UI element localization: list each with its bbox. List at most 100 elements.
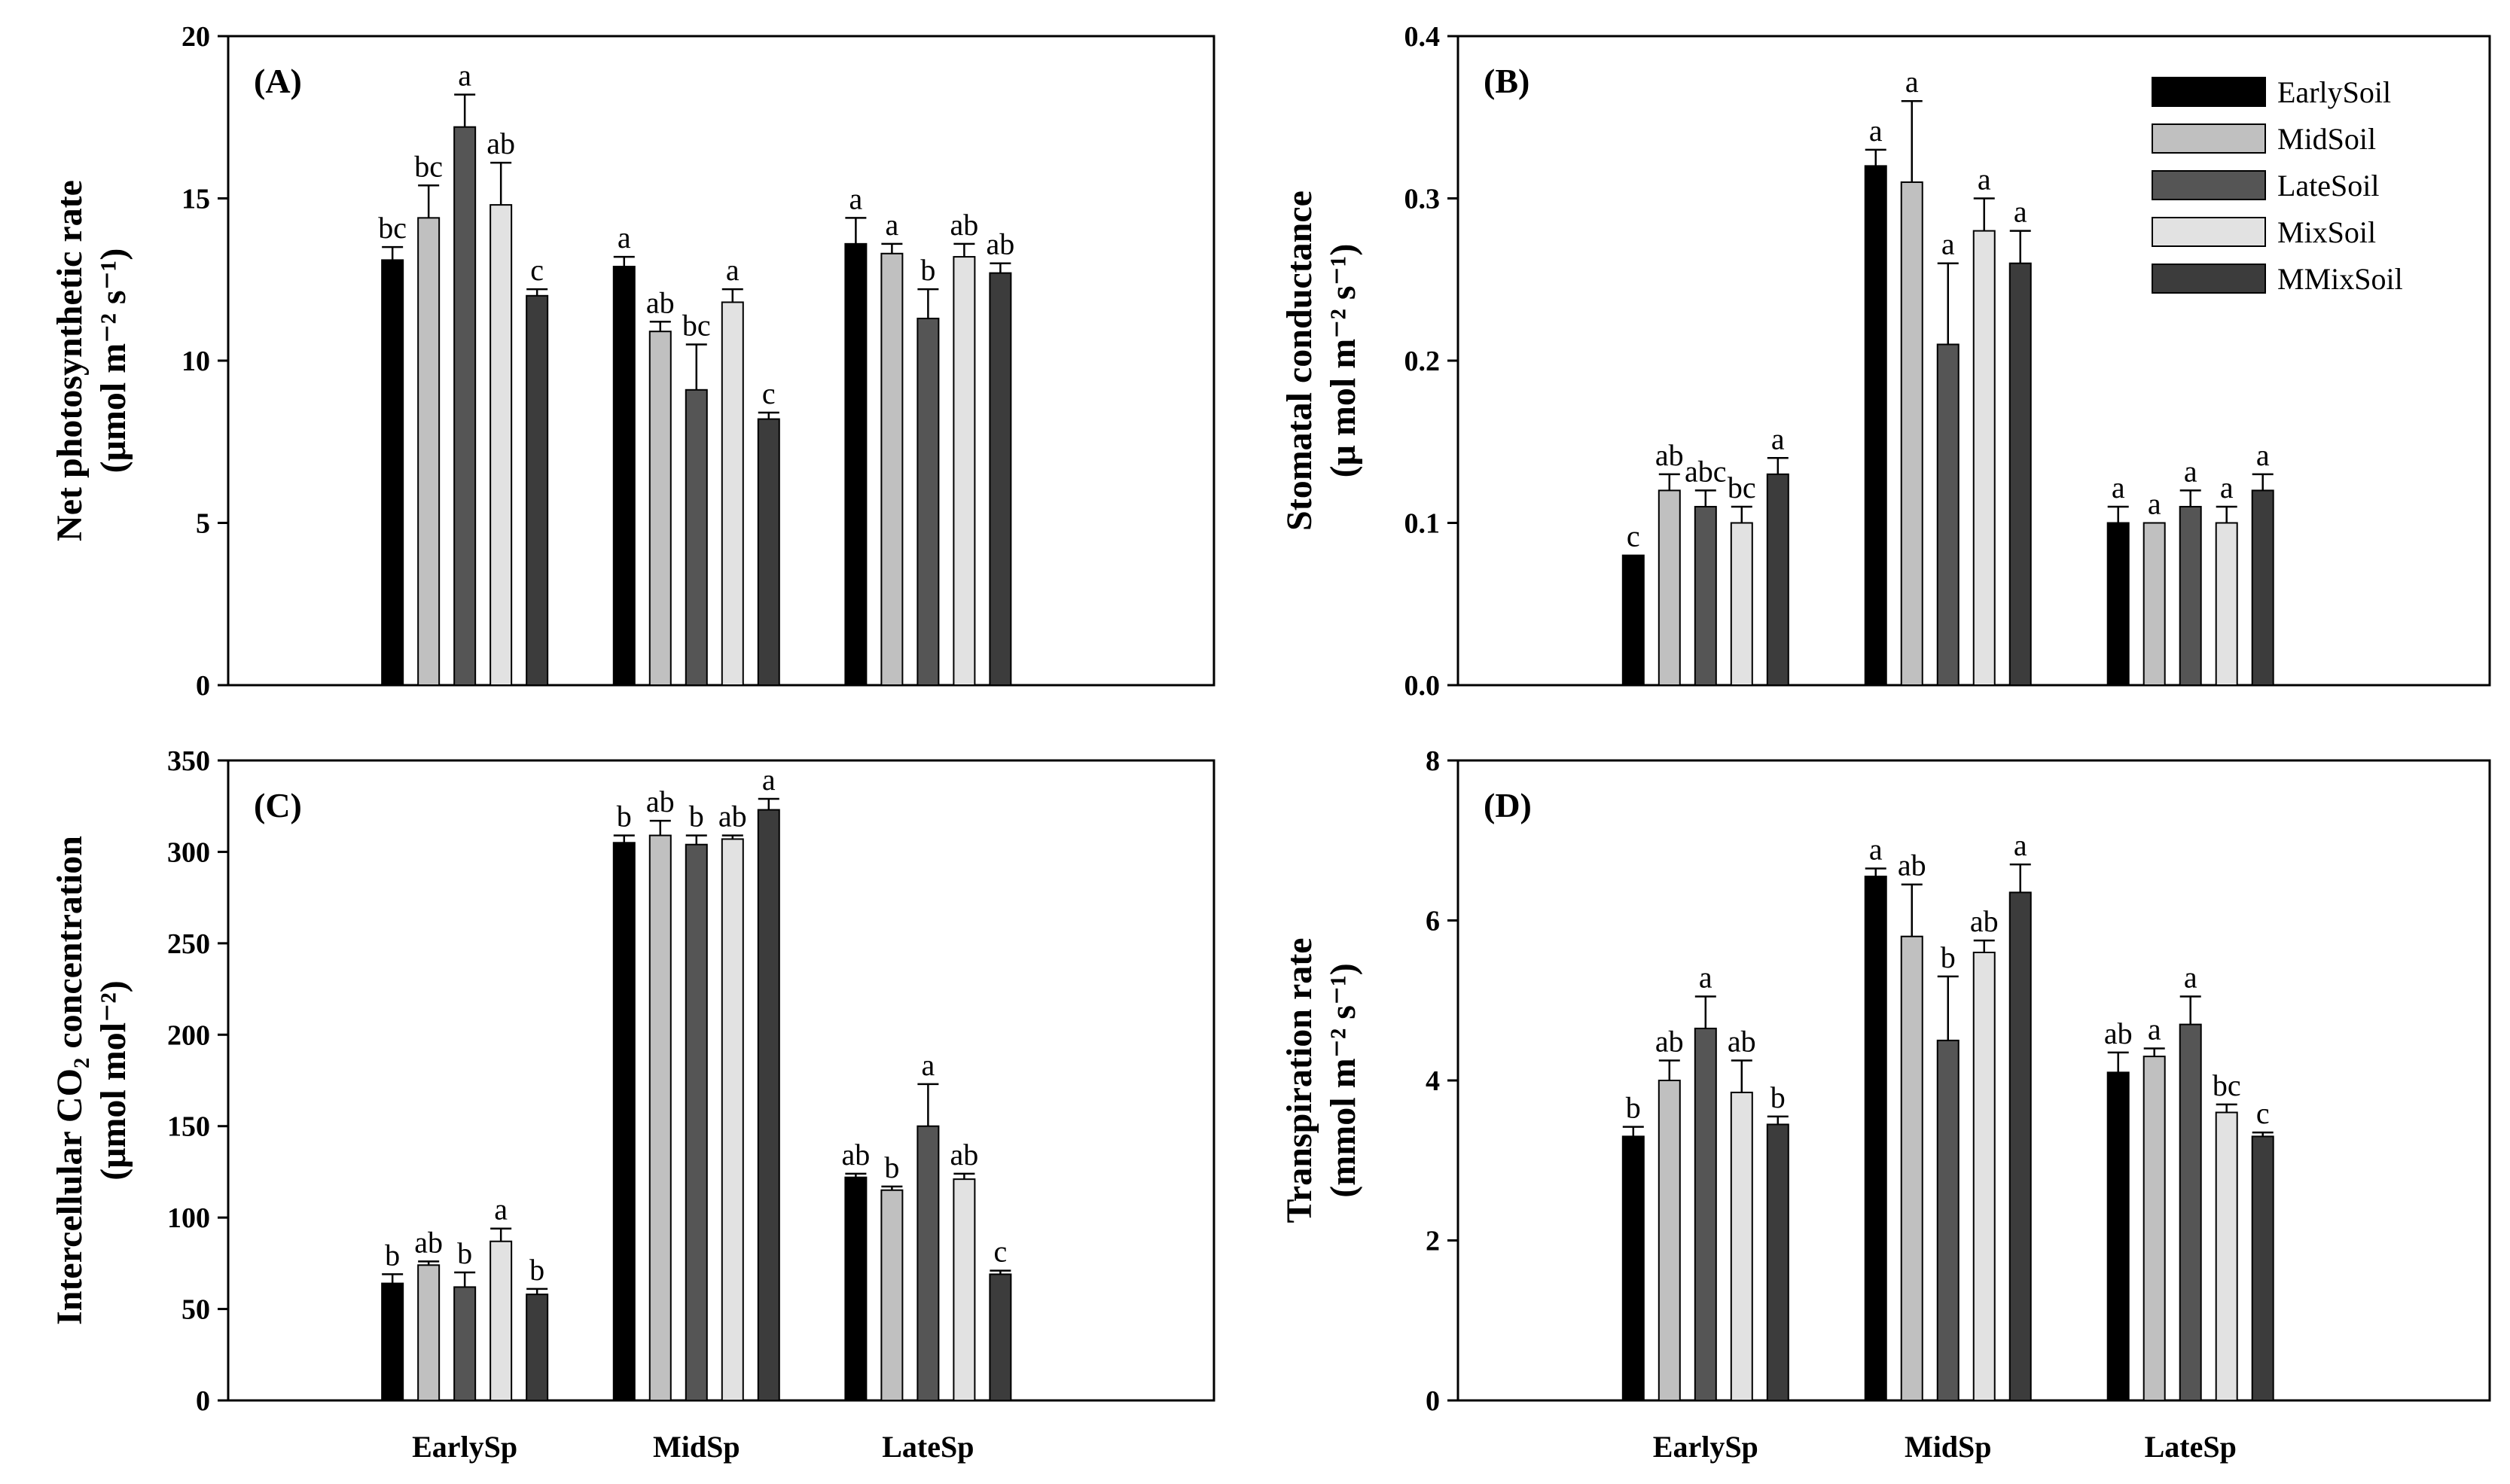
legend-label: EarlySoil [2277, 75, 2391, 109]
y-tick-label: 0.4 [1404, 21, 1441, 53]
significance-letter: a [2184, 960, 2197, 994]
legend-label: LateSoil [2277, 169, 2380, 203]
significance-letter: ab [486, 126, 515, 160]
significance-letter: ab [646, 285, 675, 319]
x-category-label: EarlySp [1653, 1430, 1758, 1464]
significance-letter: ab [842, 1138, 871, 1172]
significance-letter: b [385, 1238, 400, 1272]
panel-label: (B) [1484, 62, 1529, 100]
significance-letter: ab [646, 785, 675, 818]
bar [1936, 1039, 1960, 1401]
y-tick-label: 0 [196, 670, 210, 702]
bar [1730, 522, 1753, 686]
significance-letter: b [1770, 1080, 1786, 1114]
bar [721, 301, 744, 686]
significance-letter: a [494, 1193, 508, 1227]
significance-letter: b [1626, 1091, 1641, 1125]
legend-label: MidSoil [2277, 122, 2376, 156]
y-tick-label: 100 [167, 1202, 210, 1234]
y-tick-label: 0 [196, 1385, 210, 1417]
significance-letter: a [458, 59, 471, 93]
significance-letter: bc [2213, 1068, 2241, 1102]
significance-letter: a [1869, 114, 1883, 148]
bar [648, 834, 672, 1401]
y-tick-label: 350 [167, 745, 210, 777]
significance-letter: a [2112, 471, 2125, 504]
bar [2179, 505, 2202, 687]
panel-label: (D) [1484, 786, 1532, 824]
significance-letter: a [618, 221, 631, 254]
significance-letter: c [762, 376, 776, 410]
y-tick-label: 0.0 [1404, 670, 1441, 702]
bar [916, 317, 940, 686]
y-tick-label: 300 [167, 836, 210, 868]
significance-letter: ab [718, 800, 747, 833]
bar [1900, 181, 1923, 686]
y-tick-label: 2 [1426, 1226, 1440, 1257]
bar [844, 1176, 868, 1401]
bar [648, 331, 672, 686]
significance-letter: ab [950, 208, 979, 242]
significance-letter: a [2148, 487, 2161, 521]
panel-c: 0 50 100 150 200 250 300 350 Intercellular CO₂ c… [50, 745, 1215, 1464]
bar [2179, 1023, 2202, 1401]
y-tick-label: 0 [1426, 1385, 1440, 1417]
significance-letter: b [529, 1253, 544, 1287]
y-tick-label: 8 [1426, 745, 1440, 777]
significance-letter: ab [1655, 1024, 1684, 1058]
bar [1730, 1091, 1753, 1401]
x-category-label: MidSp [1905, 1430, 1992, 1464]
y-tick-label: 150 [167, 1111, 210, 1143]
bar [2142, 1056, 2166, 1401]
bar [2106, 1071, 2130, 1401]
significance-letter: b [617, 800, 632, 833]
significance-letter: c [530, 253, 544, 287]
plot-frame [227, 759, 1215, 1402]
bar [417, 217, 441, 686]
bar [1936, 343, 1960, 686]
significance-letter: a [2256, 438, 2270, 472]
bar [2251, 1135, 2274, 1401]
significance-letter: ab [987, 227, 1015, 261]
bar [916, 1125, 940, 1401]
significance-letter: b [1941, 940, 1956, 974]
bar [1766, 473, 1789, 686]
significance-letter: ab [1655, 438, 1684, 472]
bar [1658, 489, 1681, 687]
y-tick-label: 0.3 [1404, 184, 1441, 215]
significance-letter: b [884, 1150, 899, 1184]
y-tick-label: 10 [181, 346, 210, 377]
bar [880, 1189, 904, 1401]
bar [1621, 554, 1645, 686]
y-tick-label: 15 [181, 184, 210, 215]
bar [2142, 522, 2166, 686]
significance-letter: abc [1685, 454, 1727, 488]
significance-letter: c [994, 1235, 1008, 1269]
bar [685, 843, 708, 1401]
significance-letter: a [1905, 65, 1919, 99]
bar [2215, 1111, 2238, 1401]
significance-letter: a [2014, 828, 2027, 862]
bar [1972, 230, 1996, 687]
significance-letter: ab [950, 1138, 979, 1172]
significance-letter: b [689, 800, 704, 833]
y-axis-label: Intercellular CO₂ concentration (μmol mol… [50, 836, 133, 1325]
plot-frame [227, 35, 1215, 687]
significance-letter: a [762, 763, 776, 797]
y-tick-label: 0.2 [1404, 346, 1441, 377]
significance-letter: a [1941, 227, 1955, 261]
significance-letter: c [2256, 1096, 2270, 1130]
bar [381, 1282, 404, 1401]
y-tick-label: 50 [181, 1294, 210, 1326]
y-axis-label: Net photosynthetic rate (μmol m⁻² s⁻¹) [50, 180, 133, 541]
bar [757, 809, 780, 1401]
bar [1766, 1123, 1789, 1401]
panel-label: (A) [254, 62, 302, 100]
significance-letter: ab [1970, 904, 1999, 938]
panel-d: 0 2 4 6 8 Transpiration rate (mmol m⁻² s⁻¹) (D)… [1279, 745, 2491, 1464]
significance-letter: ab [414, 1225, 443, 1259]
bar [2106, 522, 2130, 686]
legend-swatch [2152, 217, 2266, 247]
significance-letter: c [1627, 520, 1640, 553]
legend-swatch [2152, 264, 2266, 294]
